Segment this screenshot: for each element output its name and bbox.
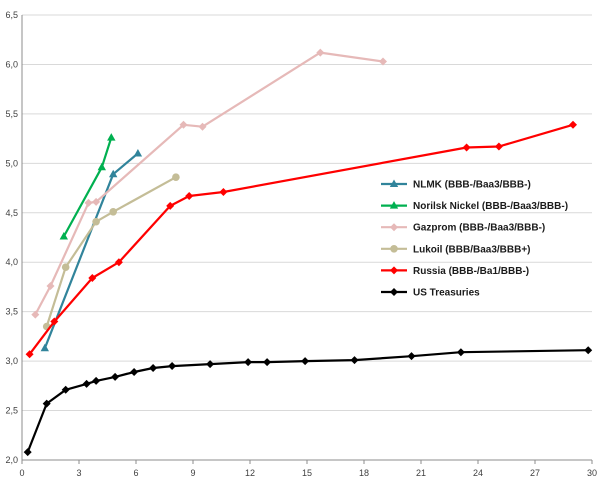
y-tick-label: 2,5 (5, 406, 18, 416)
legend: NLMK (BBB-/Baa3/BBB-) Norilsk Nickel (BBB… (381, 179, 568, 299)
legend-marker (390, 245, 398, 253)
x-tick-label: 30 (587, 468, 597, 478)
y-tick-label: 2,0 (5, 455, 18, 465)
data-point (92, 217, 100, 226)
data-point (179, 120, 188, 129)
data-point (316, 48, 325, 57)
data-point (61, 385, 70, 394)
data-point (569, 120, 577, 129)
data-point (462, 143, 471, 152)
data-point (92, 376, 101, 385)
series-lines (23, 48, 593, 457)
y-tick-label: 4,5 (5, 208, 18, 218)
data-point (456, 348, 465, 357)
data-point (206, 360, 215, 369)
data-point (114, 258, 123, 267)
data-point (31, 310, 40, 319)
data-point (50, 317, 59, 326)
legend-entry: NLMK (BBB-/Baa3/BBB-) (381, 179, 531, 191)
data-point (350, 356, 359, 365)
legend-entry: Lukoil (BBB/Baa3/BBB+) (381, 244, 531, 255)
legend-marker (389, 201, 399, 209)
data-point (59, 232, 68, 240)
legend-marker (390, 288, 398, 296)
y-tick-label: 3,5 (5, 307, 18, 317)
data-point (92, 197, 101, 206)
legend-label: Gazprom (BBB-/Baa3/BBB-) (413, 223, 545, 234)
data-point (109, 207, 117, 216)
data-point (185, 191, 194, 200)
legend-marker (390, 223, 398, 232)
legend-entry: Russia (BBB-/Ba1/BBB-) (381, 266, 529, 277)
series-5 (23, 346, 593, 457)
axes: 2,0 2,5 3,0 3,5 4,0 4,5 5,0 5,5 6,0 6,5 0 3 6 9 12 15 18… (5, 10, 597, 478)
series-line (43, 152, 139, 349)
legend-entry: US Treasuries (381, 288, 480, 299)
data-point (149, 364, 158, 373)
data-point (88, 274, 97, 283)
y-tick-label: 6,0 (5, 59, 18, 69)
data-point (494, 142, 503, 151)
x-tick-label: 9 (190, 468, 195, 478)
legend-label: NLMK (BBB-/Baa3/BBB-) (413, 180, 531, 191)
data-point (61, 263, 70, 271)
x-tick-label: 21 (416, 468, 426, 478)
data-point (133, 148, 143, 157)
data-point (130, 367, 139, 376)
legend-label: Lukoil (BBB/Baa3/BBB+) (413, 244, 531, 255)
series-line (34, 51, 384, 316)
series-line (26, 349, 589, 453)
data-point (244, 358, 253, 367)
legend-marker (390, 266, 398, 275)
legend-label: US Treasuries (413, 288, 480, 299)
data-point (301, 357, 310, 366)
series-0 (40, 148, 143, 352)
legend-label: Russia (BBB-/Ba1/BBB-) (413, 266, 529, 277)
data-point (379, 57, 387, 66)
x-tick-label: 24 (473, 468, 483, 478)
x-tick-label: 6 (133, 468, 138, 478)
series-line (28, 123, 574, 355)
x-tick-label: 0 (19, 468, 24, 478)
x-tick-label: 15 (302, 468, 312, 478)
data-point (23, 448, 32, 457)
y-tick-label: 5,0 (5, 158, 18, 168)
x-tick-label: 27 (530, 468, 540, 478)
data-point (109, 169, 118, 178)
data-point (82, 379, 91, 388)
data-point (40, 343, 49, 352)
y-tick-label: 4,0 (5, 257, 18, 267)
series-line (62, 137, 113, 238)
y-tick-label: 5,5 (5, 109, 18, 119)
data-point (198, 122, 207, 131)
data-point (407, 352, 416, 361)
x-tick-label: 18 (359, 468, 369, 478)
legend-entry: Norilsk Nickel (BBB-/Baa3/BBB-) (381, 201, 568, 212)
series-3 (42, 173, 180, 331)
x-tick-label: 3 (76, 468, 81, 478)
data-point (584, 346, 593, 355)
legend-label: Norilsk Nickel (BBB-/Baa3/BBB-) (413, 201, 568, 212)
legend-marker (389, 179, 399, 187)
y-tick-label: 3,0 (5, 356, 18, 366)
data-point (84, 198, 93, 207)
legend-entry: Gazprom (BBB-/Baa3/BBB-) (381, 223, 545, 234)
data-point (219, 188, 228, 197)
data-point (42, 399, 51, 408)
series-4 (25, 120, 577, 359)
data-point (263, 358, 272, 367)
series-1 (59, 133, 116, 240)
data-point (25, 350, 34, 359)
data-point (166, 201, 175, 210)
data-point (97, 162, 106, 171)
data-point (111, 372, 120, 381)
data-point (107, 133, 116, 141)
data-point (168, 362, 177, 371)
data-point (172, 173, 180, 181)
x-tick-label: 12 (245, 468, 255, 478)
data-point (46, 281, 55, 290)
series-2 (31, 48, 387, 319)
y-tick-label: 6,5 (5, 10, 18, 20)
